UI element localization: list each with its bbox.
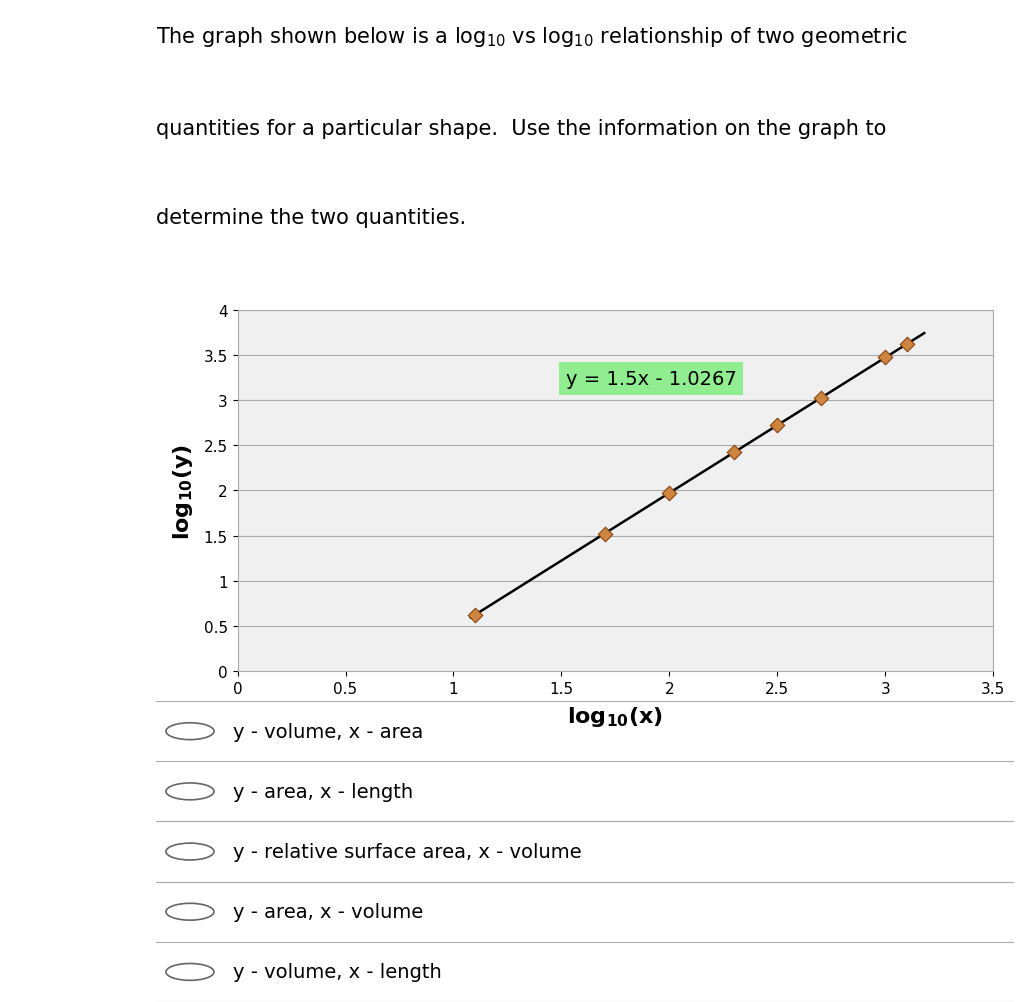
Text: y = 1.5x - 1.0267: y = 1.5x - 1.0267 <box>566 370 736 389</box>
Point <box>467 607 483 623</box>
Text: y - volume, x - area: y - volume, x - area <box>232 722 423 740</box>
Point <box>812 391 828 407</box>
Text: y - volume, x - length: y - volume, x - length <box>232 963 441 981</box>
Y-axis label: $\bf{log_{10}(y)}$: $\bf{log_{10}(y)}$ <box>171 443 196 539</box>
Point <box>596 526 612 542</box>
Point <box>899 337 915 353</box>
Text: y - area, x - length: y - area, x - length <box>232 783 413 801</box>
X-axis label: $\bf{log_{10}(x)}$: $\bf{log_{10}(x)}$ <box>567 704 664 728</box>
Point <box>769 418 785 434</box>
Text: determine the two quantities.: determine the two quantities. <box>156 207 466 227</box>
Text: y - area, x - volume: y - area, x - volume <box>232 903 423 921</box>
Text: y - relative surface area, x - volume: y - relative surface area, x - volume <box>232 843 582 861</box>
Point <box>878 350 894 366</box>
Point <box>726 445 742 461</box>
Text: The graph shown below is a log$_{10}$ vs log$_{10}$ relationship of two geometri: The graph shown below is a log$_{10}$ vs… <box>156 25 907 49</box>
Text: quantities for a particular shape.  Use the information on the graph to: quantities for a particular shape. Use t… <box>156 119 886 139</box>
Point <box>662 485 678 501</box>
